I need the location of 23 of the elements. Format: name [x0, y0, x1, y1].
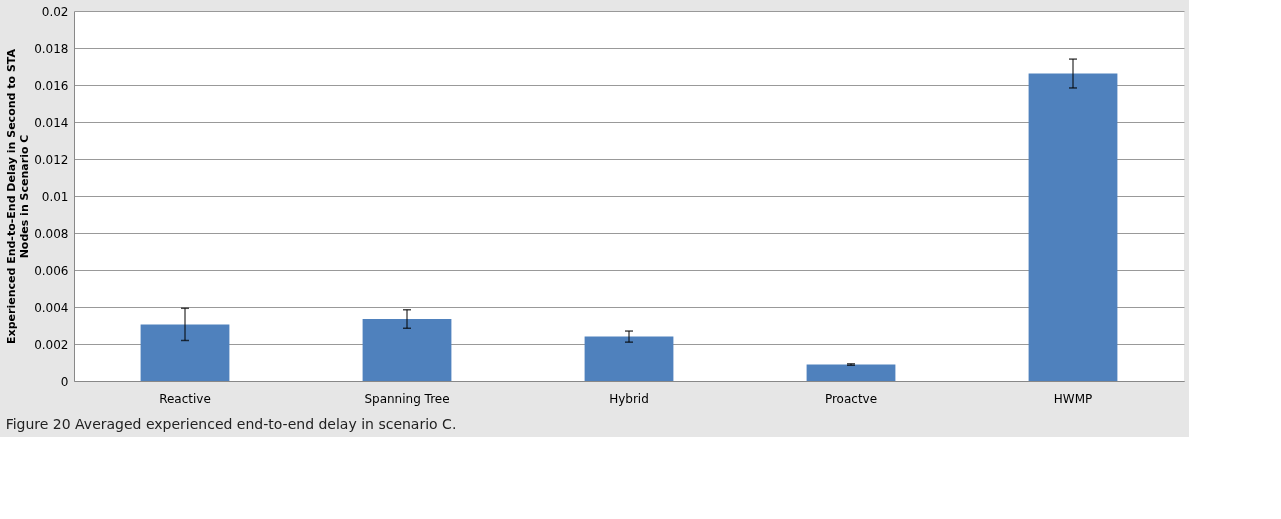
y-tick-label: 0.016: [34, 78, 69, 93]
y-tick-label: 0.002: [34, 337, 69, 352]
x-tick-label: HWMP: [1053, 391, 1093, 406]
bar: [140, 324, 230, 381]
x-tick-label: Spanning Tree: [364, 391, 450, 406]
caption: Figure 20 Averaged experienced end-to-end delay in scenario C.: [5, 416, 457, 432]
bar: [584, 336, 674, 381]
bar: [1028, 73, 1118, 381]
y-tick-label: 0.004: [34, 300, 69, 315]
y-tick-label: 0.012: [34, 152, 69, 167]
y-tick-label: 0.008: [34, 226, 69, 241]
x-tick-label: Hybrid: [609, 391, 649, 406]
bar: [362, 319, 452, 381]
x-tick-label: Proactve: [824, 391, 878, 406]
y-tick-label: 0: [60, 374, 69, 389]
bar: [806, 364, 896, 381]
y-axis-title: Experienced End-to-End Delay in Second to STA Nodes in Scenario C: [5, 48, 32, 344]
y-tick-label: 0.018: [34, 41, 69, 56]
y-tick-label: 0.014: [34, 115, 69, 130]
x-tick-label: Reactive: [159, 391, 211, 406]
y-tick-label: 0.006: [34, 263, 69, 278]
y-tick-label: 0.01: [41, 189, 69, 204]
y-tick-label: 0.02: [41, 4, 69, 19]
